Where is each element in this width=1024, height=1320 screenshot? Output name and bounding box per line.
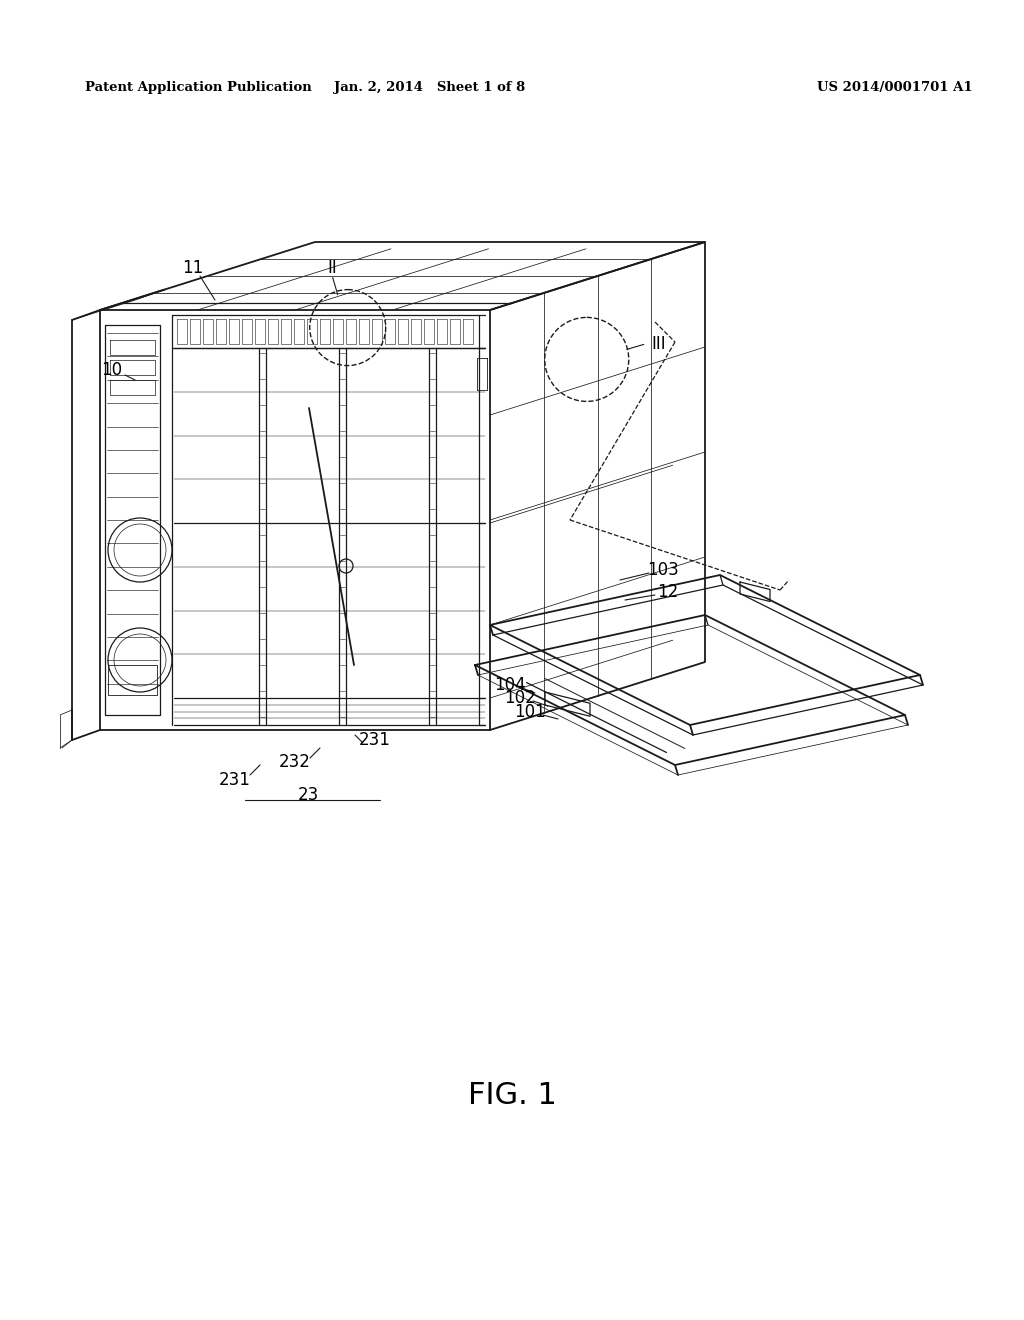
Text: Jan. 2, 2014   Sheet 1 of 8: Jan. 2, 2014 Sheet 1 of 8 <box>335 82 525 95</box>
Text: 11: 11 <box>182 259 204 277</box>
Text: 231: 231 <box>359 731 391 748</box>
Text: 102: 102 <box>504 689 536 708</box>
Text: 103: 103 <box>647 561 679 579</box>
Text: FIG. 1: FIG. 1 <box>468 1081 556 1110</box>
Text: 101: 101 <box>514 704 546 721</box>
Text: 231: 231 <box>219 771 251 789</box>
Text: III: III <box>651 335 666 354</box>
Text: 23: 23 <box>297 785 318 804</box>
Text: 104: 104 <box>495 676 525 694</box>
Text: Patent Application Publication: Patent Application Publication <box>85 82 311 95</box>
Text: II: II <box>328 259 338 277</box>
Text: 10: 10 <box>101 360 123 379</box>
Text: 232: 232 <box>280 752 311 771</box>
Text: US 2014/0001701 A1: US 2014/0001701 A1 <box>817 82 973 95</box>
Text: 12: 12 <box>657 583 679 601</box>
